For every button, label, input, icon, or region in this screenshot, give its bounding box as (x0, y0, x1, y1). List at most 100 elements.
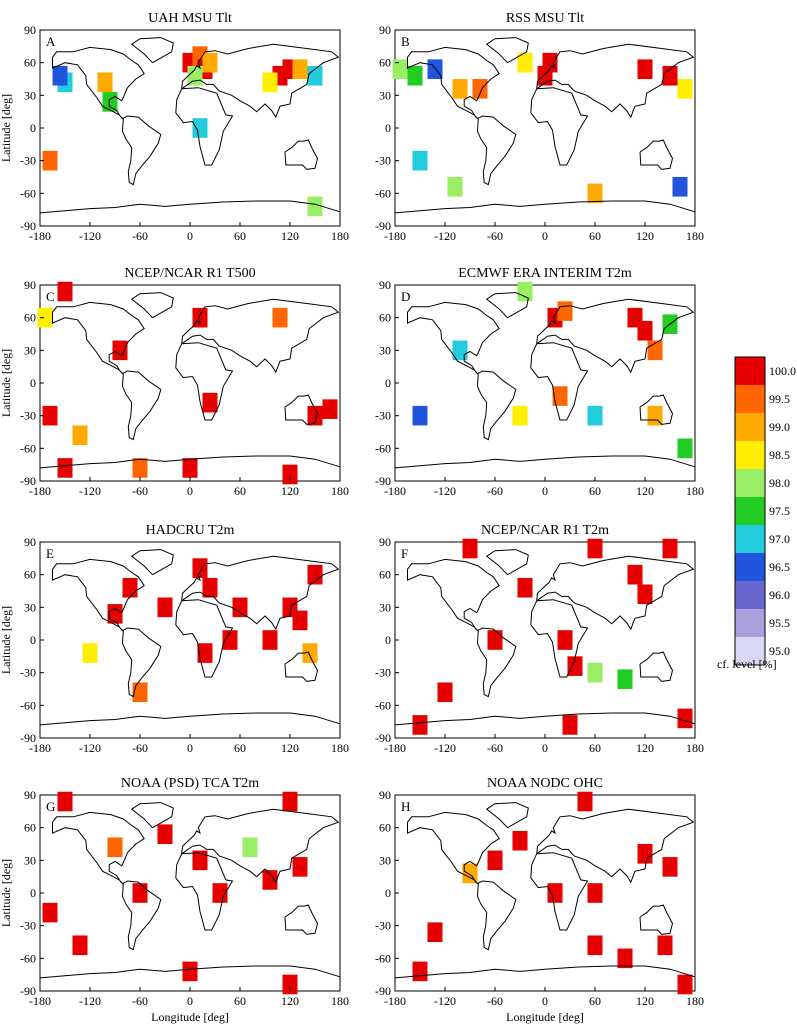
x-tick-label: -60 (487, 229, 503, 243)
coastline (130, 292, 174, 319)
panel-title: NCEP/NCAR R1 T500 (124, 266, 255, 281)
y-tick-label: -60 (20, 698, 36, 712)
heat-cell (662, 538, 678, 559)
heat-cell (157, 824, 173, 844)
coastline (175, 599, 234, 678)
y-tick-label: 60 (24, 311, 36, 325)
y-tick-label: 0 (30, 376, 36, 390)
heat-cell (72, 935, 88, 956)
colorbar-swatch (735, 413, 765, 441)
colorbar: 100.0 99.5 99.0 98.5 98.0 97.5 97.0 96.5 96.0 95.… (717, 356, 796, 671)
heat-cell (447, 177, 463, 197)
y-tick-label: 0 (385, 121, 391, 135)
heat-cell (647, 405, 663, 426)
y-tick-label: 90 (24, 23, 36, 37)
coastline (536, 555, 695, 631)
heat-cell (587, 662, 603, 683)
colorbar-swatches (734, 356, 766, 666)
y-tick-label: -90 (20, 474, 36, 488)
panel-letter: G (46, 799, 55, 814)
y-tick-label: 90 (379, 788, 391, 802)
x-tick-label: 120 (636, 229, 654, 243)
heat-cell (112, 340, 128, 361)
heat-cell (57, 281, 73, 302)
colorbar-ticks: 100.0 99.5 99.0 98.5 98.0 97.5 97.0 96.5 96.0 95.… (769, 364, 796, 658)
heat-cell (282, 464, 298, 485)
coastline (121, 627, 162, 698)
x-tick-label: -120 (434, 994, 456, 1008)
y-tick-label: -30 (375, 666, 391, 680)
y-tick-label: 90 (24, 788, 36, 802)
panel-letter: E (46, 546, 54, 561)
y-tick-label: -60 (20, 951, 36, 965)
heat-cell (412, 715, 428, 735)
x-tick-label: 0 (542, 741, 548, 755)
panel-letter: F (401, 546, 408, 561)
heat-cell (52, 65, 68, 86)
panel-letter: A (46, 34, 56, 49)
coastline (639, 394, 674, 425)
heat-cell (107, 604, 123, 624)
y-tick-label: 60 (24, 821, 36, 835)
heat-cell (487, 630, 503, 650)
x-tick-label: 0 (187, 229, 193, 243)
x-tick-label: 60 (589, 994, 601, 1008)
x-tick-label: 0 (187, 994, 193, 1008)
heat-cell (322, 399, 338, 419)
heat-cell (517, 281, 533, 302)
heat-cell (547, 883, 563, 903)
x-tick-label: 120 (636, 994, 654, 1008)
y-tick-label: -60 (375, 441, 391, 455)
panel-title: NOAA (PSD) TCA T2m (121, 776, 259, 791)
heat-cell (462, 863, 478, 884)
coastline (639, 904, 674, 935)
heat-cell (132, 458, 148, 478)
heat-cell (587, 183, 603, 204)
heat-cell (182, 458, 198, 478)
heat-cell (672, 177, 688, 197)
y-tick-label: 60 (379, 311, 391, 325)
y-tick-label: 90 (24, 278, 36, 292)
coastline (52, 558, 145, 632)
x-tick-label: -180 (384, 741, 406, 755)
x-tick-label: -120 (434, 484, 456, 498)
y-tick-label: 60 (24, 568, 36, 582)
coastline (639, 651, 674, 682)
colorbar-label: cf. level [%] (717, 657, 777, 671)
x-tick-label: 0 (542, 994, 548, 1008)
heat-cell (412, 150, 428, 171)
panel-title: NOAA NODC OHC (487, 776, 603, 791)
heat-cell (262, 630, 278, 650)
coastline (130, 802, 174, 829)
heat-cell (132, 883, 148, 903)
heat-cell (487, 850, 503, 871)
x-tick-label: -180 (384, 994, 406, 1008)
coastline (407, 46, 500, 120)
heat-cell (97, 72, 113, 93)
heat-cell (517, 577, 533, 598)
y-tick-label: -90 (20, 731, 36, 745)
colorbar-tick-label: 96.5 (769, 560, 790, 574)
y-tick-label: -90 (20, 219, 36, 233)
heat-cell (202, 52, 218, 73)
coastline (407, 558, 500, 632)
y-tick-label: 90 (379, 535, 391, 549)
heat-cell (272, 307, 288, 328)
coastline (181, 298, 340, 374)
heat-cell (82, 643, 98, 663)
x-axis-label: Longitude [deg] (506, 1010, 584, 1024)
heat-cell (427, 59, 443, 79)
x-tick-label: 120 (281, 741, 299, 755)
heat-cell (557, 630, 573, 650)
coastline (476, 370, 517, 441)
heat-cell (427, 922, 443, 942)
colorbar-swatch (735, 497, 765, 525)
colorbar-tick-label: 96.0 (769, 588, 790, 602)
heat-cell (472, 79, 488, 99)
panel-a: UAH MSU Tlt A -180 -120 -60 0 60 120 180 90 60 30 0 -… (0, 11, 349, 243)
heat-cell (452, 79, 468, 99)
y-tick-label: 30 (24, 88, 36, 102)
panel-g: NOAA (PSD) TCA T2m G -180 -120 -60 0 60 120 180 9… (0, 776, 349, 1024)
x-tick-label: -180 (29, 229, 51, 243)
coastline (284, 651, 319, 682)
